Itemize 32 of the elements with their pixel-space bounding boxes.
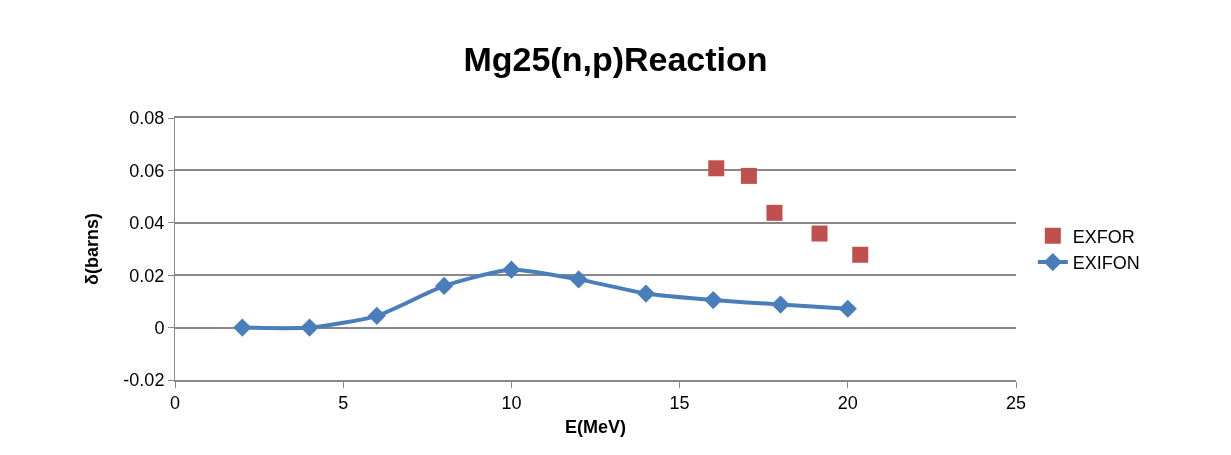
- x-tick-label: 0: [169, 393, 181, 414]
- x-tick-label: 25: [1005, 393, 1027, 414]
- point: [569, 270, 588, 289]
- y-tick-label: 0.06: [129, 160, 165, 181]
- y-tick-label: 0: [154, 317, 165, 338]
- point: [704, 290, 723, 310]
- y-tick-label: 0.04: [129, 213, 165, 234]
- point: [300, 318, 319, 337]
- x-tick-label: 15: [669, 393, 690, 414]
- y-tick-label: 0.02: [129, 265, 165, 286]
- point: [740, 167, 757, 184]
- x-tick-label: 20: [837, 393, 858, 414]
- y-tick-label: -0.02: [123, 370, 165, 391]
- x-tick-label: 10: [501, 393, 522, 414]
- point: [367, 306, 386, 325]
- point: [766, 204, 783, 221]
- point: [502, 260, 521, 279]
- point: [771, 295, 790, 314]
- y-tick-label: 0.08: [129, 108, 165, 129]
- legend-label: EXIFON: [1072, 253, 1140, 274]
- point: [838, 299, 857, 318]
- legend-label: EXFOR: [1072, 226, 1135, 247]
- x-tick-label: 5: [338, 393, 349, 414]
- chart-title: Mg25(n,p)Reaction: [463, 40, 768, 79]
- point: [708, 160, 725, 177]
- point: [435, 276, 454, 296]
- point: [233, 318, 252, 337]
- point: [852, 246, 869, 263]
- x-axis-title: E(MeV): [564, 416, 627, 437]
- point: [636, 284, 656, 303]
- y-axis-title: δ(barns): [81, 213, 102, 285]
- point: [811, 225, 828, 242]
